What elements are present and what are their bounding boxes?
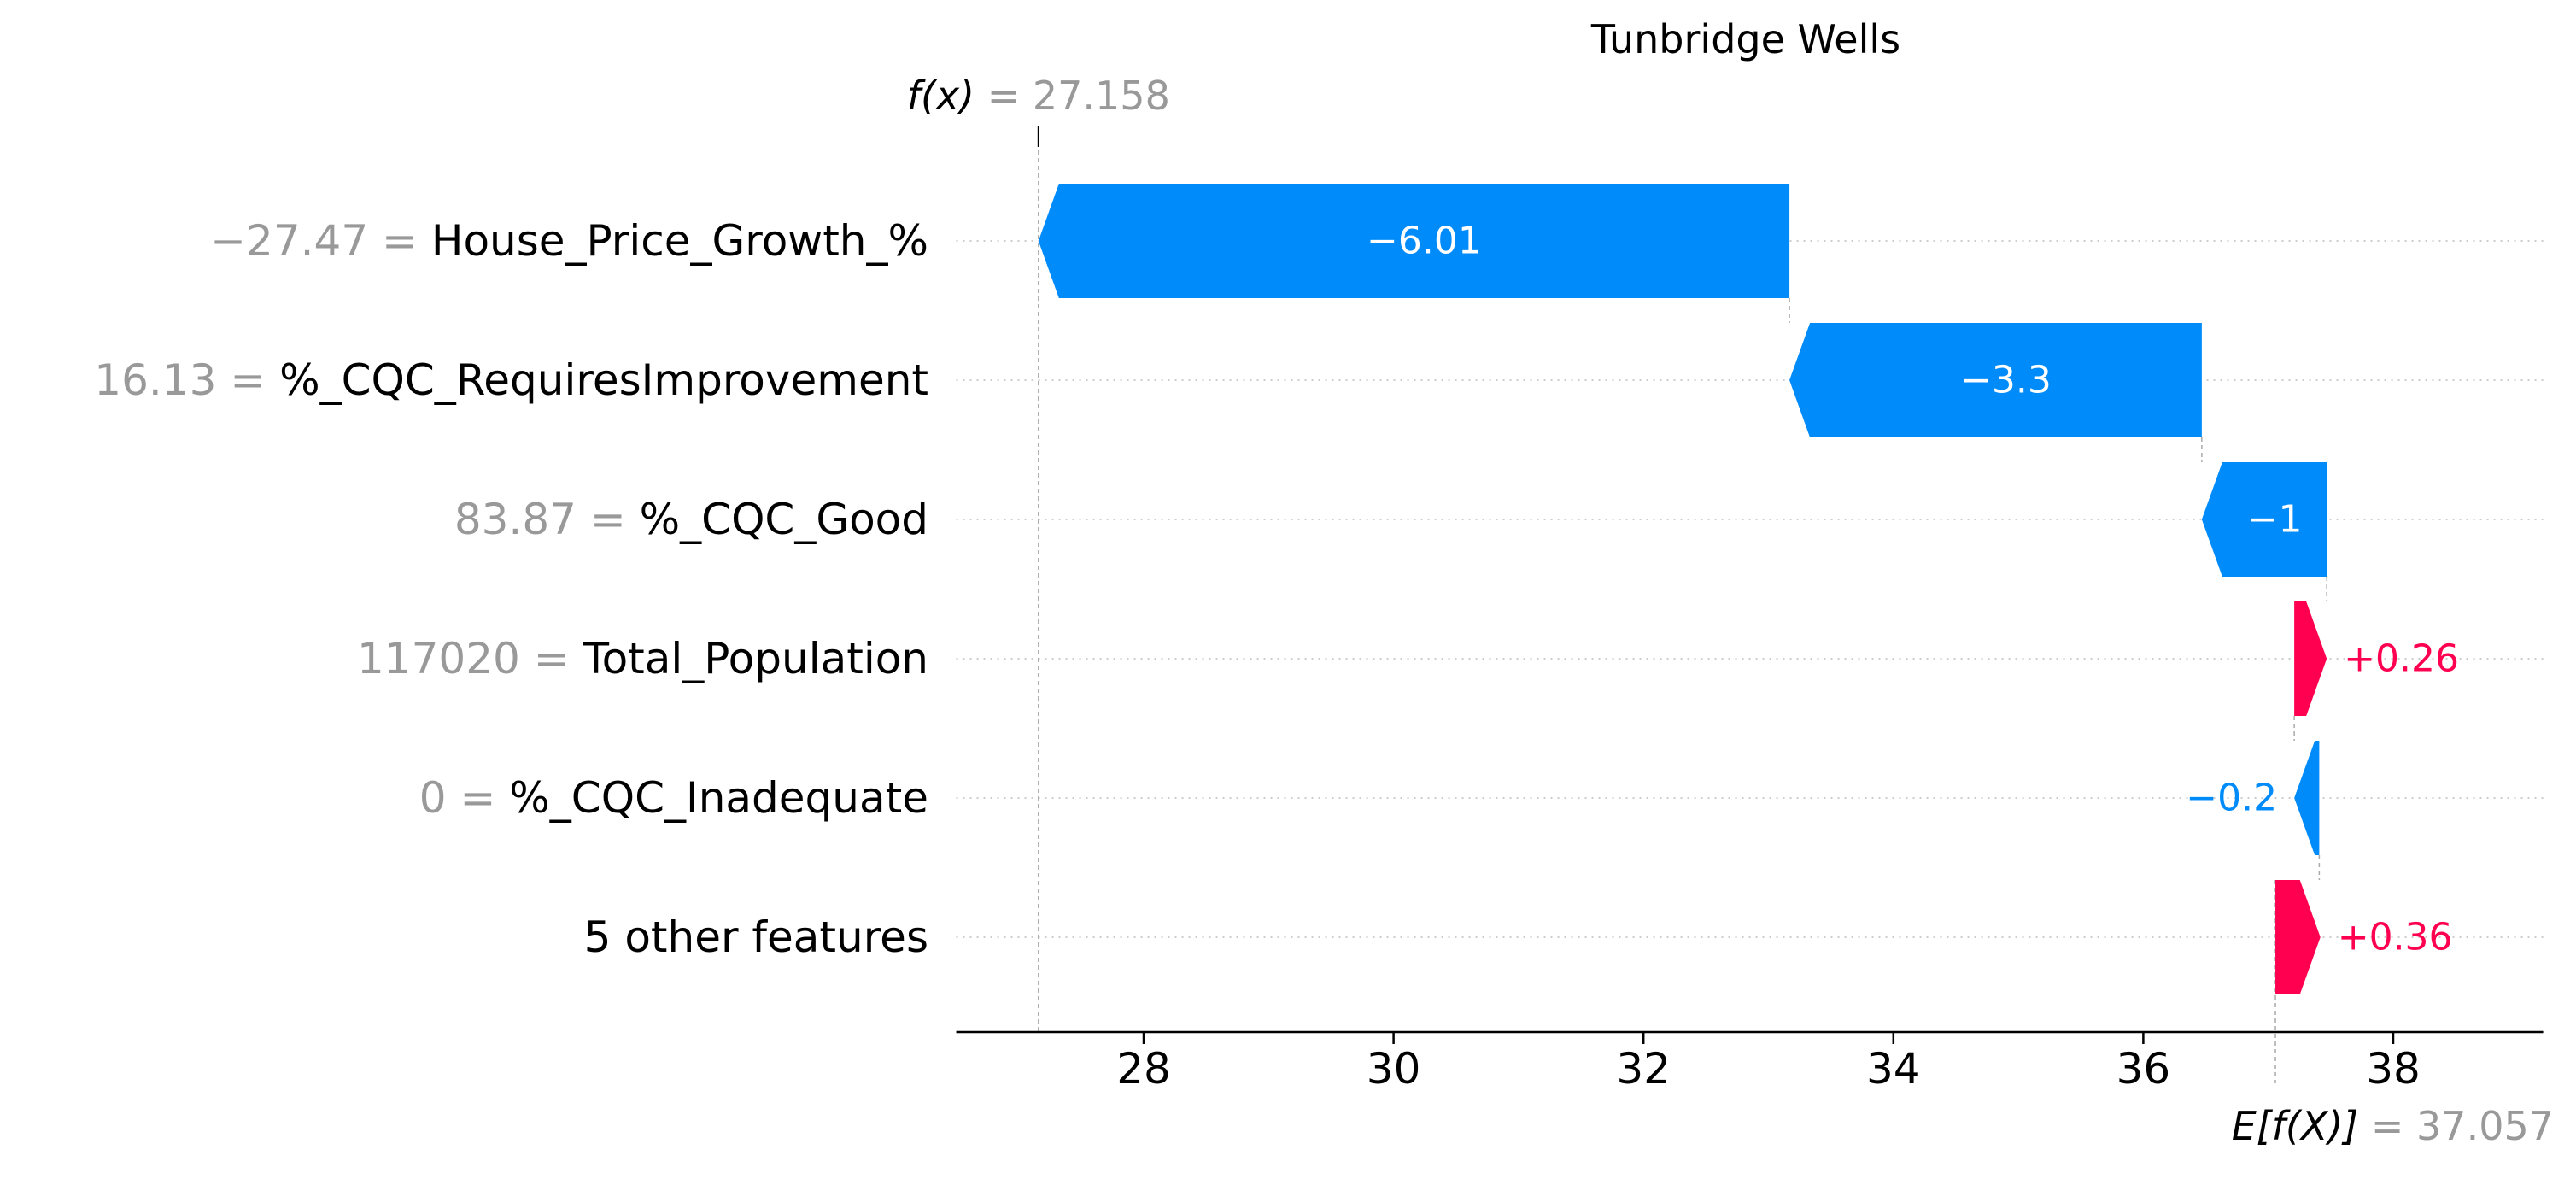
label-layer: −6.01 −27.47 = House_Price_Growth_% −3.3 16… — [94, 216, 2459, 962]
feature-label: 117020 = Total_Population — [357, 634, 928, 683]
waterfall-bar — [2294, 601, 2327, 716]
feature-label: 5 other features — [584, 912, 928, 962]
feature-label: 0 = %_CQC_Inadequate — [419, 773, 928, 823]
feature-label: 16.13 = %_CQC_RequiresImprovement — [94, 355, 928, 405]
x-axis: 28 30 32 34 36 38 — [956, 1030, 2544, 1094]
x-tick-label: 28 — [1116, 1044, 1171, 1094]
bar-value-label: −1 — [2247, 498, 2303, 542]
bar-value-label: −0.2 — [2186, 777, 2277, 820]
chart-title: Tunbridge Wells — [1590, 16, 1900, 62]
x-tick-label: 38 — [2366, 1044, 2421, 1094]
bar-value-label: −3.3 — [1960, 359, 2052, 402]
grid-layer — [956, 240, 2544, 938]
waterfall-bar — [2275, 880, 2321, 994]
fx-annotation: f(x) = 27.158 — [907, 73, 1170, 119]
x-tick-label: 32 — [1616, 1044, 1671, 1094]
x-tick-label: 34 — [1866, 1044, 1921, 1094]
waterfall-bar — [1789, 323, 2202, 437]
waterfall-bar — [1038, 184, 1790, 298]
waterfall-bar — [2294, 741, 2320, 855]
x-tick-label: 36 — [2116, 1044, 2171, 1094]
feature-label: −27.47 = House_Price_Growth_% — [210, 216, 928, 266]
waterfall-bar — [2201, 462, 2327, 577]
bar-value-label: −6.01 — [1367, 220, 1482, 263]
annotation-layer: f(x) = 27.158 E[f(X)] = 37.057 — [907, 73, 2554, 1149]
efx-annotation: E[f(X)] = 37.057 — [2232, 1103, 2554, 1149]
x-tick-label: 30 — [1367, 1044, 1421, 1094]
bar-layer — [1038, 184, 2327, 994]
bar-value-label: +0.36 — [2338, 916, 2453, 959]
bar-value-label: +0.26 — [2344, 637, 2459, 681]
feature-label: 83.87 = %_CQC_Good — [454, 495, 928, 544]
